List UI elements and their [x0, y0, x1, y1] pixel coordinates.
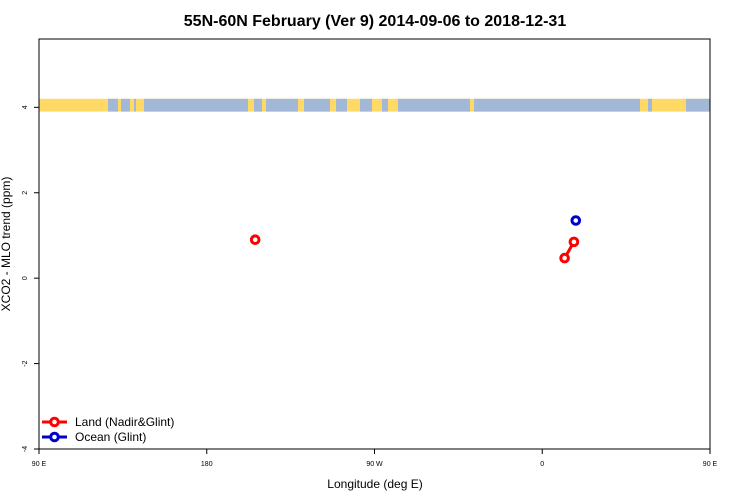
- y-axis: -4 -2 0 2 4: [22, 105, 39, 452]
- map-strip-ocean-4: [254, 98, 262, 112]
- x-axis-label: Longitude (deg E): [327, 477, 422, 491]
- legend-marker: [49, 431, 60, 443]
- map-strip-ocean-0: [108, 98, 118, 112]
- map-strip-ocean-12: [648, 98, 652, 112]
- series-layer: [249, 215, 582, 264]
- map-strip-ocean-11: [474, 98, 640, 112]
- chart-title: 55N-60N February (Ver 9) 2014-09-06 to 2…: [184, 13, 567, 30]
- map-strip-ocean-13: [686, 98, 710, 112]
- data-point: [559, 252, 570, 264]
- y-tick-label: -4: [22, 446, 29, 452]
- map-strip-ocean-2: [134, 98, 136, 112]
- data-point: [249, 234, 261, 246]
- x-axis: 90 E 180 90 W 0 90 E: [32, 449, 718, 468]
- map-strip-ocean-7: [336, 98, 347, 112]
- x-tick-label: 180: [201, 461, 213, 468]
- y-tick-label: -2: [22, 360, 29, 366]
- map-strip-ocean-3: [144, 98, 248, 112]
- map-strip: [39, 98, 710, 112]
- map-strip-ocean-1: [121, 98, 130, 112]
- y-tick-label: 2: [22, 191, 29, 195]
- x-tick-label: 0: [540, 461, 544, 468]
- y-tick-label: 0: [22, 276, 29, 280]
- data-point: [570, 215, 582, 226]
- y-axis-label: XCO2 - MLO trend (ppm): [0, 177, 13, 312]
- x-tick-label: 90 W: [366, 461, 383, 468]
- y-tick-label: 4: [22, 105, 29, 109]
- map-strip-ocean-8: [360, 98, 372, 112]
- x-tick-label: 90 E: [703, 461, 718, 468]
- data-point: [568, 236, 580, 248]
- x-tick-label: 90 E: [32, 461, 47, 468]
- legend: Land (Nadir&Glint)Ocean (Glint): [42, 415, 174, 444]
- map-strip-ocean-5: [266, 98, 298, 112]
- map-strip-ocean-10: [398, 98, 470, 112]
- legend-entry: Land (Nadir&Glint): [75, 415, 174, 429]
- legend-marker: [49, 416, 60, 428]
- map-strip-ocean-9: [382, 98, 388, 112]
- map-strip-ocean-6: [304, 98, 330, 112]
- legend-entry: Ocean (Glint): [75, 430, 146, 444]
